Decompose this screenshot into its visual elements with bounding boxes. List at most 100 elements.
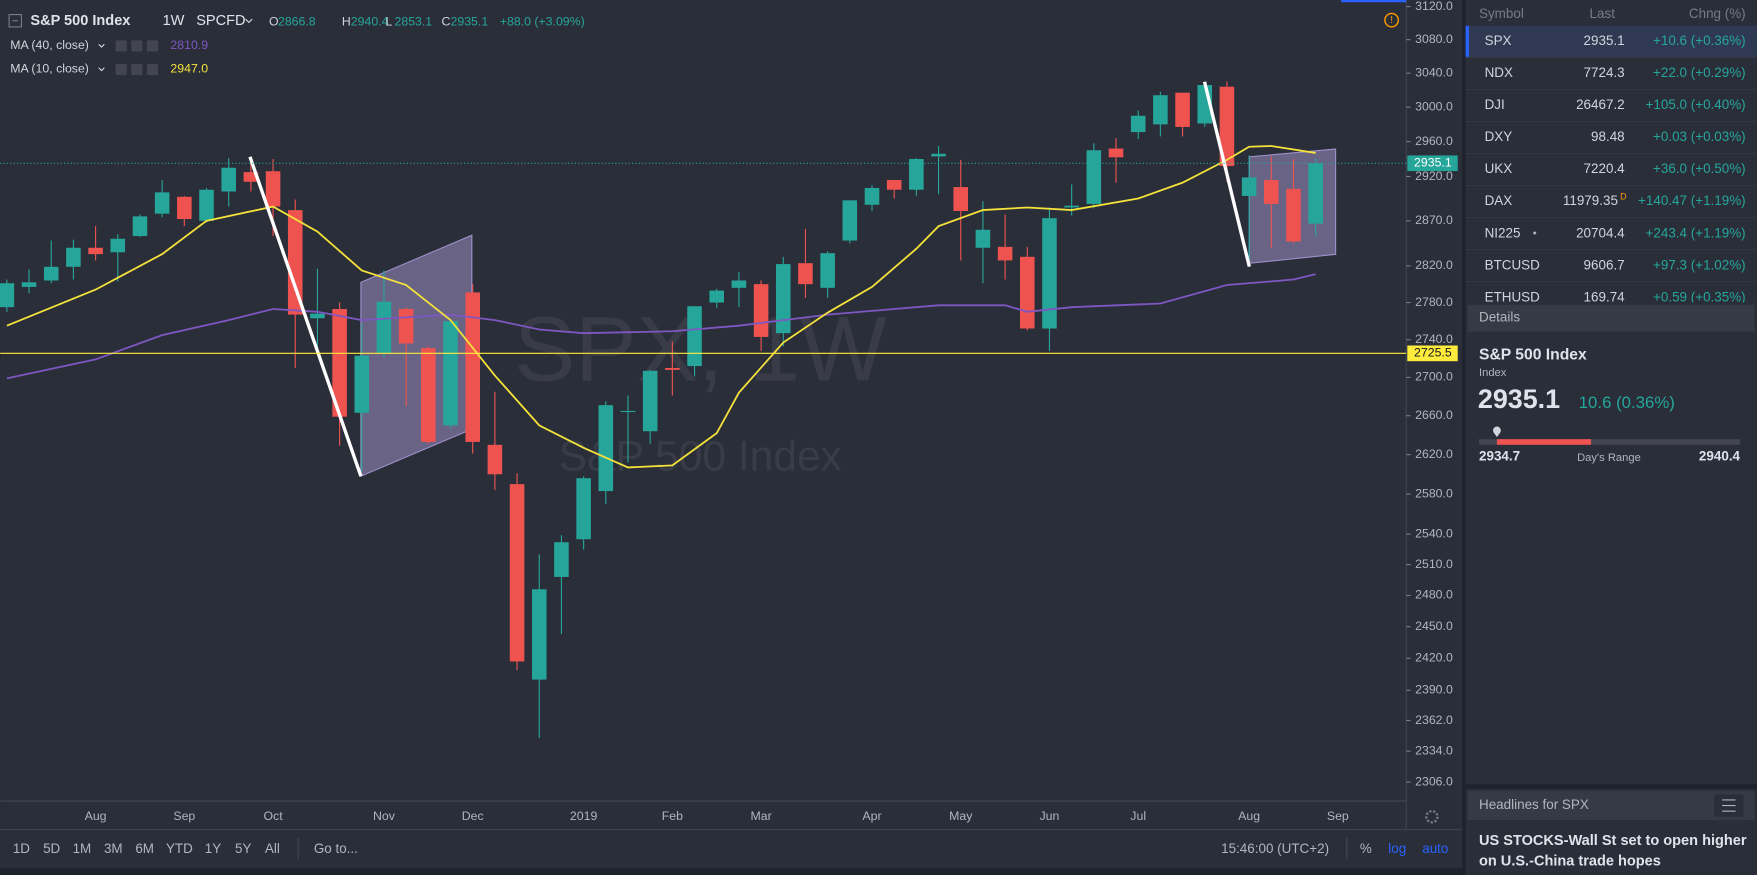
headline-text[interactable]: US STOCKS-Wall St set to open higher	[1479, 833, 1747, 849]
watchlist-row[interactable]	[1465, 250, 1757, 283]
warning-icon[interactable]	[1384, 12, 1400, 28]
last-price: 7724.3	[1584, 65, 1625, 80]
drawing-trend-line[interactable]	[248, 156, 363, 477]
range-button[interactable]: 5D	[43, 841, 60, 856]
candle-body	[310, 313, 325, 319]
y-tick-label: 2480.0	[1415, 588, 1453, 602]
column-header: Chng (%)	[1689, 6, 1746, 21]
moving-average-line	[6, 273, 1316, 380]
legend-name: MA (10, close)	[10, 62, 89, 76]
drawing-trend-line[interactable]	[1202, 81, 1251, 268]
legend-arrow[interactable]	[98, 67, 105, 72]
progress-bar	[1341, 0, 1407, 3]
candle-body	[1042, 218, 1057, 329]
goto-button[interactable]: Go to...	[314, 841, 358, 856]
watchlist-row[interactable]	[1465, 218, 1757, 251]
symbol: DXY	[1485, 129, 1513, 144]
gear[interactable]	[1425, 810, 1439, 824]
y-tick-label: 2620.0	[1415, 447, 1453, 461]
change: +0.59 (+0.35%)	[1653, 289, 1746, 304]
legend-icon[interactable]	[146, 63, 159, 76]
range-button[interactable]: 5Y	[235, 841, 251, 856]
candle-body	[509, 484, 525, 662]
y-tick-label: 2740.0	[1415, 332, 1453, 346]
candle-body	[953, 187, 969, 212]
last-price: 169.74	[1584, 289, 1626, 304]
candle-body	[842, 200, 858, 241]
legend-icon[interactable]	[131, 40, 143, 52]
candle-body	[1175, 92, 1190, 127]
ohlc-value: 2853.1	[395, 15, 433, 29]
watchlist-row[interactable]	[1465, 121, 1757, 154]
headline-text[interactable]: on U.S.-China trade hopes	[1479, 853, 1661, 869]
symbol: NI225	[1485, 225, 1521, 240]
range-low: 2934.7	[1479, 449, 1520, 464]
range-button[interactable]: 6M	[135, 841, 154, 856]
candle-body	[398, 309, 414, 344]
exchange: SPCFD	[196, 13, 245, 29]
watchlist-row[interactable]	[1465, 57, 1757, 90]
price-label-box	[1407, 155, 1458, 172]
x-tick-label: Aug	[85, 809, 107, 823]
legend-arrow[interactable]	[98, 43, 105, 48]
last-price: 26467.2	[1576, 97, 1625, 112]
candle-body	[687, 306, 702, 367]
last-price: 9606.7	[1584, 257, 1625, 272]
dropdown-arrow[interactable]	[245, 18, 253, 24]
change: +10.6 (+0.36%)	[1653, 33, 1746, 48]
candle-body	[1020, 256, 1035, 329]
y-tick-label: 2870.0	[1415, 213, 1453, 227]
legend-name: MA (40, close)	[10, 38, 89, 52]
y-tick-label: 2580.0	[1415, 486, 1453, 500]
headlines-header	[1467, 790, 1755, 821]
candle-body	[332, 309, 347, 417]
ohlc-change: +88.0 (+3.09%)	[500, 15, 585, 29]
candle-body	[376, 301, 392, 353]
range-button[interactable]: 1M	[73, 841, 92, 856]
watchlist-row[interactable]	[1465, 153, 1757, 186]
scale-option[interactable]: %	[1360, 841, 1372, 856]
legend-icon[interactable]	[115, 63, 127, 76]
scale-option[interactable]: auto	[1422, 841, 1448, 856]
y-tick-label: 2920.0	[1415, 169, 1453, 183]
range-button[interactable]: All	[265, 841, 280, 856]
range-button[interactable]: 1D	[13, 841, 30, 856]
watchlist-row[interactable]	[1465, 25, 1757, 58]
ohlc-key: H	[342, 15, 351, 29]
x-tick-label: 2019	[570, 809, 598, 823]
selected-marker	[1465, 25, 1469, 58]
range-high: 2940.4	[1699, 449, 1741, 464]
collapse-icon[interactable]	[8, 14, 22, 28]
candle-body	[820, 253, 835, 288]
range-track	[1479, 439, 1741, 445]
x-tick-label: May	[949, 809, 973, 823]
ohlc-key: L	[386, 15, 393, 29]
candle-body	[798, 263, 813, 285]
candle-body	[709, 290, 725, 303]
candle-body	[886, 180, 902, 190]
candle-body	[1153, 95, 1168, 125]
x-tick-label: Sep	[1327, 809, 1349, 823]
ohlc-value: 2866.8	[278, 15, 316, 29]
settings-icon[interactable]	[1425, 810, 1439, 824]
change: +140.47 (+1.19%)	[1638, 193, 1746, 208]
last-price: 20704.4	[1576, 225, 1625, 240]
range-button[interactable]: 3M	[104, 841, 123, 856]
legend-icon[interactable]	[115, 40, 127, 52]
x-tick-label: Mar	[750, 809, 771, 823]
scale-option[interactable]: log	[1388, 841, 1406, 856]
watchlist-row[interactable]	[1465, 89, 1757, 122]
details-panel-cover	[1465, 302, 1757, 785]
column-header: Last	[1590, 6, 1616, 21]
range-button[interactable]: 1Y	[205, 841, 221, 856]
y-tick-label: 2820.0	[1415, 258, 1453, 272]
watchlist-row[interactable]	[1465, 185, 1757, 219]
legend-icon[interactable]	[131, 63, 143, 76]
legend-icon[interactable]	[146, 40, 159, 52]
ohlc-value: 2940.4	[351, 15, 389, 29]
range-button[interactable]: YTD	[166, 841, 193, 856]
y-tick-label: 2450.0	[1415, 619, 1453, 633]
candle-body	[1130, 115, 1146, 133]
candle-body	[243, 172, 259, 182]
